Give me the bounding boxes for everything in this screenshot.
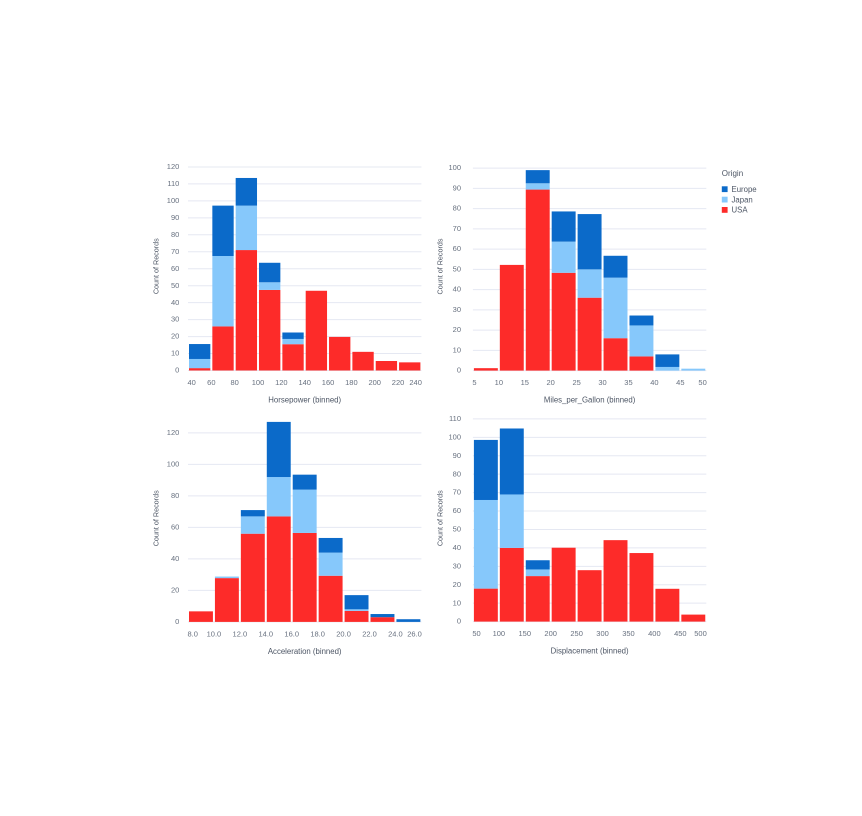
svg-text:Horsepower (binned): Horsepower (binned) (268, 395, 341, 404)
svg-text:100: 100 (252, 378, 265, 387)
svg-text:60: 60 (171, 523, 179, 532)
svg-text:Count of Records: Count of Records (436, 238, 445, 294)
svg-text:15: 15 (521, 378, 529, 387)
svg-text:50: 50 (453, 264, 461, 273)
svg-text:Japan: Japan (732, 195, 753, 204)
svg-text:500: 500 (694, 629, 707, 638)
svg-text:Count of Records: Count of Records (152, 238, 161, 294)
svg-text:50: 50 (472, 629, 480, 638)
svg-text:30: 30 (598, 378, 606, 387)
svg-text:18.0: 18.0 (310, 629, 325, 638)
svg-text:70: 70 (453, 224, 461, 233)
svg-text:10: 10 (495, 378, 503, 387)
svg-text:30: 30 (453, 305, 461, 314)
svg-text:45: 45 (676, 378, 684, 387)
svg-text:40: 40 (171, 298, 179, 307)
svg-text:110: 110 (449, 414, 461, 423)
svg-text:20: 20 (547, 378, 555, 387)
svg-text:50: 50 (171, 281, 179, 290)
svg-text:Count of Records: Count of Records (152, 490, 161, 546)
svg-text:300: 300 (596, 629, 609, 638)
svg-text:10: 10 (171, 349, 179, 358)
svg-text:20: 20 (171, 332, 179, 341)
svg-text:12.0: 12.0 (233, 629, 248, 638)
svg-text:80: 80 (453, 204, 461, 213)
svg-text:150: 150 (519, 629, 532, 638)
svg-text:5: 5 (472, 378, 476, 387)
svg-text:50: 50 (698, 378, 706, 387)
svg-text:120: 120 (167, 428, 180, 437)
svg-text:0: 0 (457, 366, 461, 375)
svg-text:20: 20 (171, 586, 179, 595)
svg-text:90: 90 (171, 213, 179, 222)
svg-text:Europe: Europe (732, 185, 757, 194)
svg-text:40: 40 (650, 378, 658, 387)
svg-text:40: 40 (453, 285, 461, 294)
svg-text:60: 60 (453, 244, 461, 253)
svg-text:Displacement (binned): Displacement (binned) (551, 647, 629, 656)
svg-text:10: 10 (453, 598, 461, 607)
svg-text:16.0: 16.0 (284, 629, 299, 638)
svg-text:80: 80 (171, 230, 179, 239)
svg-text:20: 20 (453, 325, 461, 334)
svg-text:10: 10 (453, 345, 461, 354)
svg-text:100: 100 (448, 163, 461, 172)
svg-text:250: 250 (570, 629, 583, 638)
svg-text:20: 20 (453, 580, 461, 589)
svg-text:8.0: 8.0 (188, 629, 198, 638)
svg-text:35: 35 (624, 378, 632, 387)
svg-text:400: 400 (648, 629, 661, 638)
svg-text:Count of Records: Count of Records (436, 490, 445, 546)
svg-text:90: 90 (453, 451, 461, 460)
svg-text:14.0: 14.0 (258, 629, 273, 638)
svg-text:0: 0 (457, 617, 461, 626)
svg-text:140: 140 (298, 378, 311, 387)
svg-text:450: 450 (674, 629, 687, 638)
svg-text:Acceleration (binned): Acceleration (binned) (268, 647, 342, 656)
svg-text:120: 120 (167, 162, 180, 171)
svg-text:10.0: 10.0 (207, 629, 222, 638)
svg-text:350: 350 (622, 629, 635, 638)
svg-text:200: 200 (368, 378, 381, 387)
svg-text:50: 50 (453, 525, 461, 534)
svg-text:70: 70 (453, 488, 461, 497)
svg-text:60: 60 (171, 264, 179, 273)
svg-text:24.0: 24.0 (388, 629, 403, 638)
svg-text:60: 60 (207, 378, 215, 387)
svg-text:100: 100 (167, 196, 180, 205)
svg-text:100: 100 (167, 460, 180, 469)
svg-text:110: 110 (167, 179, 179, 188)
svg-text:160: 160 (322, 378, 335, 387)
svg-text:Miles_per_Gallon (binned): Miles_per_Gallon (binned) (544, 396, 636, 405)
svg-text:40: 40 (171, 554, 179, 563)
svg-text:30: 30 (171, 315, 179, 324)
svg-text:40: 40 (453, 543, 461, 552)
svg-text:20.0: 20.0 (336, 629, 351, 638)
svg-text:120: 120 (275, 378, 288, 387)
svg-text:60: 60 (453, 506, 461, 515)
svg-text:100: 100 (448, 432, 461, 441)
svg-text:180: 180 (345, 378, 358, 387)
svg-text:25: 25 (572, 378, 580, 387)
svg-text:100: 100 (493, 629, 506, 638)
svg-text:220: 220 (392, 378, 405, 387)
svg-text:30: 30 (453, 561, 461, 570)
svg-text:40: 40 (188, 378, 196, 387)
svg-text:240: 240 (409, 378, 422, 387)
svg-text:0: 0 (175, 366, 179, 375)
svg-text:22.0: 22.0 (362, 629, 377, 638)
svg-text:0: 0 (175, 617, 179, 626)
svg-text:200: 200 (544, 629, 557, 638)
svg-text:90: 90 (453, 183, 461, 192)
svg-text:70: 70 (171, 247, 179, 256)
svg-text:USA: USA (732, 206, 749, 215)
svg-text:80: 80 (171, 491, 179, 500)
svg-text:80: 80 (231, 378, 239, 387)
svg-text:80: 80 (453, 469, 461, 478)
svg-text:26.0: 26.0 (407, 629, 422, 638)
svg-text:Origin: Origin (722, 169, 743, 178)
